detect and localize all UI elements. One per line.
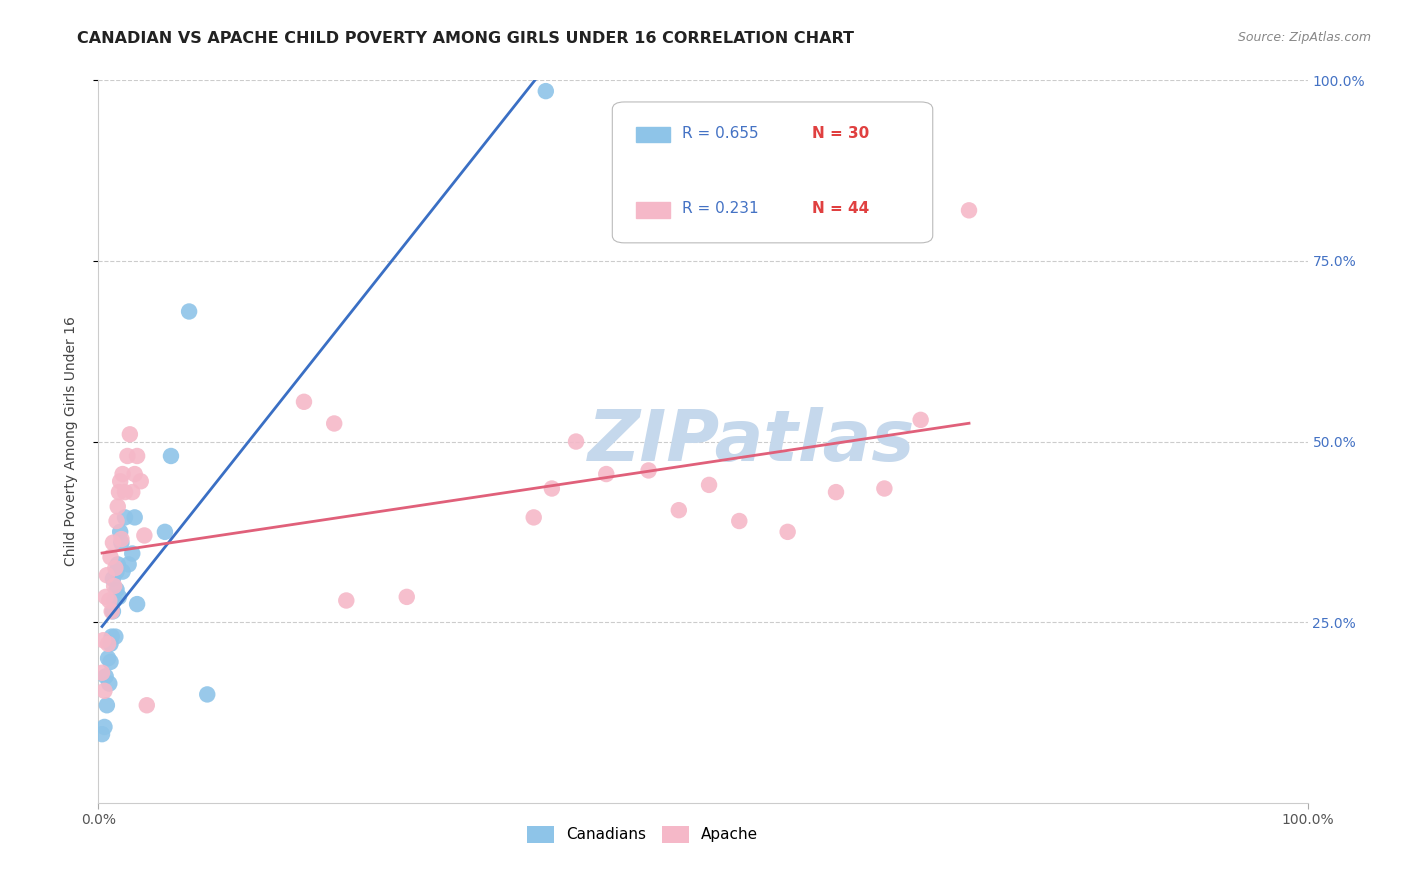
Point xyxy=(98,676,121,690)
Point xyxy=(114,485,136,500)
Point xyxy=(111,565,134,579)
Y-axis label: Child Poverty Among Girls Under 16: Child Poverty Among Girls Under 16 xyxy=(63,317,77,566)
Point xyxy=(118,558,141,572)
Point xyxy=(104,561,127,575)
Point xyxy=(668,503,690,517)
Point xyxy=(108,590,131,604)
Point xyxy=(104,630,127,644)
Point xyxy=(957,203,980,218)
Point xyxy=(118,427,141,442)
Point xyxy=(96,568,118,582)
Point xyxy=(105,565,128,579)
Legend: Canadians, Apache: Canadians, Apache xyxy=(520,820,765,849)
Text: R = 0.231: R = 0.231 xyxy=(682,202,759,217)
Point xyxy=(110,532,132,546)
Point xyxy=(93,720,115,734)
Point xyxy=(108,524,131,539)
Point xyxy=(105,582,128,597)
Point xyxy=(107,500,129,514)
Point xyxy=(825,485,848,500)
Point xyxy=(637,463,659,477)
Point xyxy=(124,510,146,524)
Point xyxy=(534,84,557,98)
Point xyxy=(179,304,201,318)
Point xyxy=(108,485,131,500)
Point xyxy=(100,630,122,644)
Point xyxy=(100,604,122,618)
Point xyxy=(121,547,143,561)
Point xyxy=(100,637,122,651)
Text: R = 0.655: R = 0.655 xyxy=(682,126,759,141)
Point xyxy=(129,475,152,489)
Point xyxy=(134,528,156,542)
Point xyxy=(114,510,136,524)
Point xyxy=(697,478,720,492)
Point xyxy=(103,579,125,593)
Point xyxy=(776,524,799,539)
Point xyxy=(195,687,218,701)
Point xyxy=(97,637,120,651)
Point xyxy=(91,665,114,680)
Point xyxy=(101,572,124,586)
Text: Source: ZipAtlas.com: Source: ZipAtlas.com xyxy=(1237,31,1371,45)
FancyBboxPatch shape xyxy=(637,202,671,218)
Text: CANADIAN VS APACHE CHILD POVERTY AMONG GIRLS UNDER 16 CORRELATION CHART: CANADIAN VS APACHE CHILD POVERTY AMONG G… xyxy=(77,31,855,46)
FancyBboxPatch shape xyxy=(613,102,932,243)
Point xyxy=(93,683,115,698)
Point xyxy=(127,449,149,463)
Point xyxy=(110,535,132,549)
Point xyxy=(91,633,114,648)
Point xyxy=(101,604,124,618)
Point xyxy=(121,485,143,500)
Point xyxy=(101,535,124,549)
Point xyxy=(335,593,357,607)
Point xyxy=(595,467,617,481)
Point xyxy=(728,514,751,528)
Point xyxy=(565,434,588,449)
Point xyxy=(96,698,118,713)
Point xyxy=(94,590,117,604)
Point xyxy=(105,514,128,528)
Point xyxy=(91,727,114,741)
Point xyxy=(98,593,121,607)
Point xyxy=(873,482,896,496)
Point xyxy=(124,467,146,481)
Point xyxy=(523,510,546,524)
Point xyxy=(292,394,315,409)
Text: N = 44: N = 44 xyxy=(811,202,869,217)
Point xyxy=(910,413,932,427)
Point xyxy=(97,651,120,665)
Point xyxy=(540,482,562,496)
Point xyxy=(135,698,157,713)
Point xyxy=(100,550,122,565)
FancyBboxPatch shape xyxy=(637,127,671,142)
Point xyxy=(108,475,131,489)
Point xyxy=(127,597,149,611)
Point xyxy=(94,669,117,683)
Point xyxy=(111,467,134,481)
Text: N = 30: N = 30 xyxy=(811,126,869,141)
Point xyxy=(100,655,122,669)
Point xyxy=(160,449,183,463)
Point xyxy=(153,524,176,539)
Point xyxy=(323,417,346,431)
Point xyxy=(395,590,418,604)
Point xyxy=(117,449,139,463)
Point xyxy=(107,558,129,572)
Point xyxy=(103,593,125,607)
Text: ZIPatlas: ZIPatlas xyxy=(588,407,915,476)
